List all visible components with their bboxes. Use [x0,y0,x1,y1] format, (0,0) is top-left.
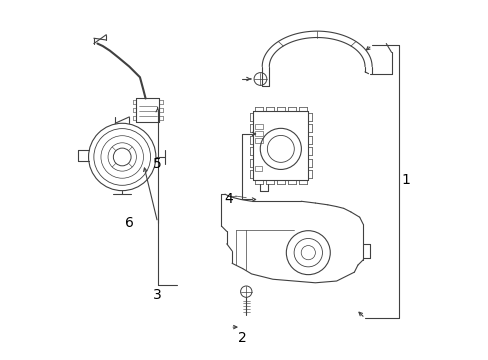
Text: 4: 4 [224,193,232,207]
Bar [255,131,263,136]
Text: 6: 6 [124,216,134,230]
Text: 5: 5 [153,157,162,171]
Bar [255,138,263,143]
Text: 2: 2 [238,331,246,345]
Bar [255,123,263,129]
Text: 3: 3 [153,288,162,302]
Bar [255,166,261,171]
Text: 1: 1 [401,173,409,187]
